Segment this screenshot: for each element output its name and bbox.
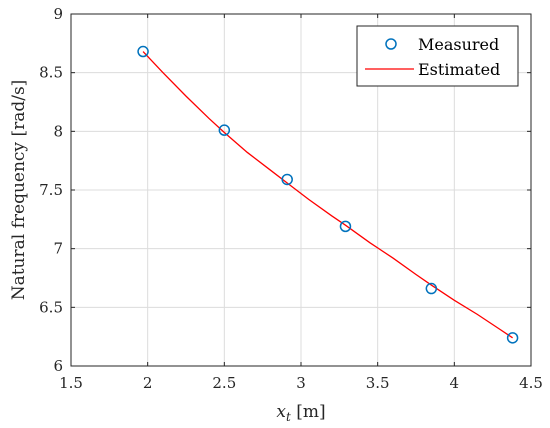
y-tick-label: 7 [53, 240, 63, 258]
y-tick-label: 7.5 [39, 181, 63, 199]
y-tick-label: 8.5 [39, 64, 63, 82]
x-tick-label: 3 [296, 374, 306, 392]
y-tick-label: 8 [53, 122, 63, 140]
measured-point [425, 282, 438, 295]
x-tick-label: 2.5 [212, 374, 236, 392]
legend-label-estimated: Estimated [418, 60, 500, 79]
x-axis-label-unit: [m] [291, 402, 326, 422]
legend-label-measured: Measured [418, 35, 499, 54]
y-tick-label: 6 [53, 357, 63, 375]
measured-point [218, 124, 231, 136]
x-axis-label-sub: t [286, 410, 291, 424]
legend: Measured Estimated [356, 25, 519, 87]
x-tick-label: 4.5 [519, 374, 543, 392]
estimated-line [142, 51, 513, 339]
legend-marker-measured [385, 38, 397, 50]
x-tick-label: 1.5 [59, 374, 83, 392]
plot-frame [70, 13, 532, 367]
measured-point [339, 220, 352, 233]
x-tick-label: 4 [450, 374, 460, 392]
plot-series [137, 45, 519, 344]
measured-point [281, 173, 293, 186]
x-axis-label: xt [m] [276, 402, 325, 424]
y-axis-label: Natural frequency [rad/s] [9, 80, 29, 301]
x-tick-label: 3.5 [366, 374, 390, 392]
x-axis-label-var: x [276, 402, 286, 422]
x-tick-label: 2 [143, 374, 153, 392]
measured-point [137, 45, 149, 58]
y-tick-label: 9 [53, 5, 63, 23]
y-tick-label: 6.5 [39, 298, 63, 316]
measured-point [506, 332, 519, 344]
legend-box [356, 25, 519, 87]
tick-labels: 1.5 2 2.5 3 3.5 4 4.5 6 6.5 7 7.5 8 8.5 9 [39, 5, 543, 392]
